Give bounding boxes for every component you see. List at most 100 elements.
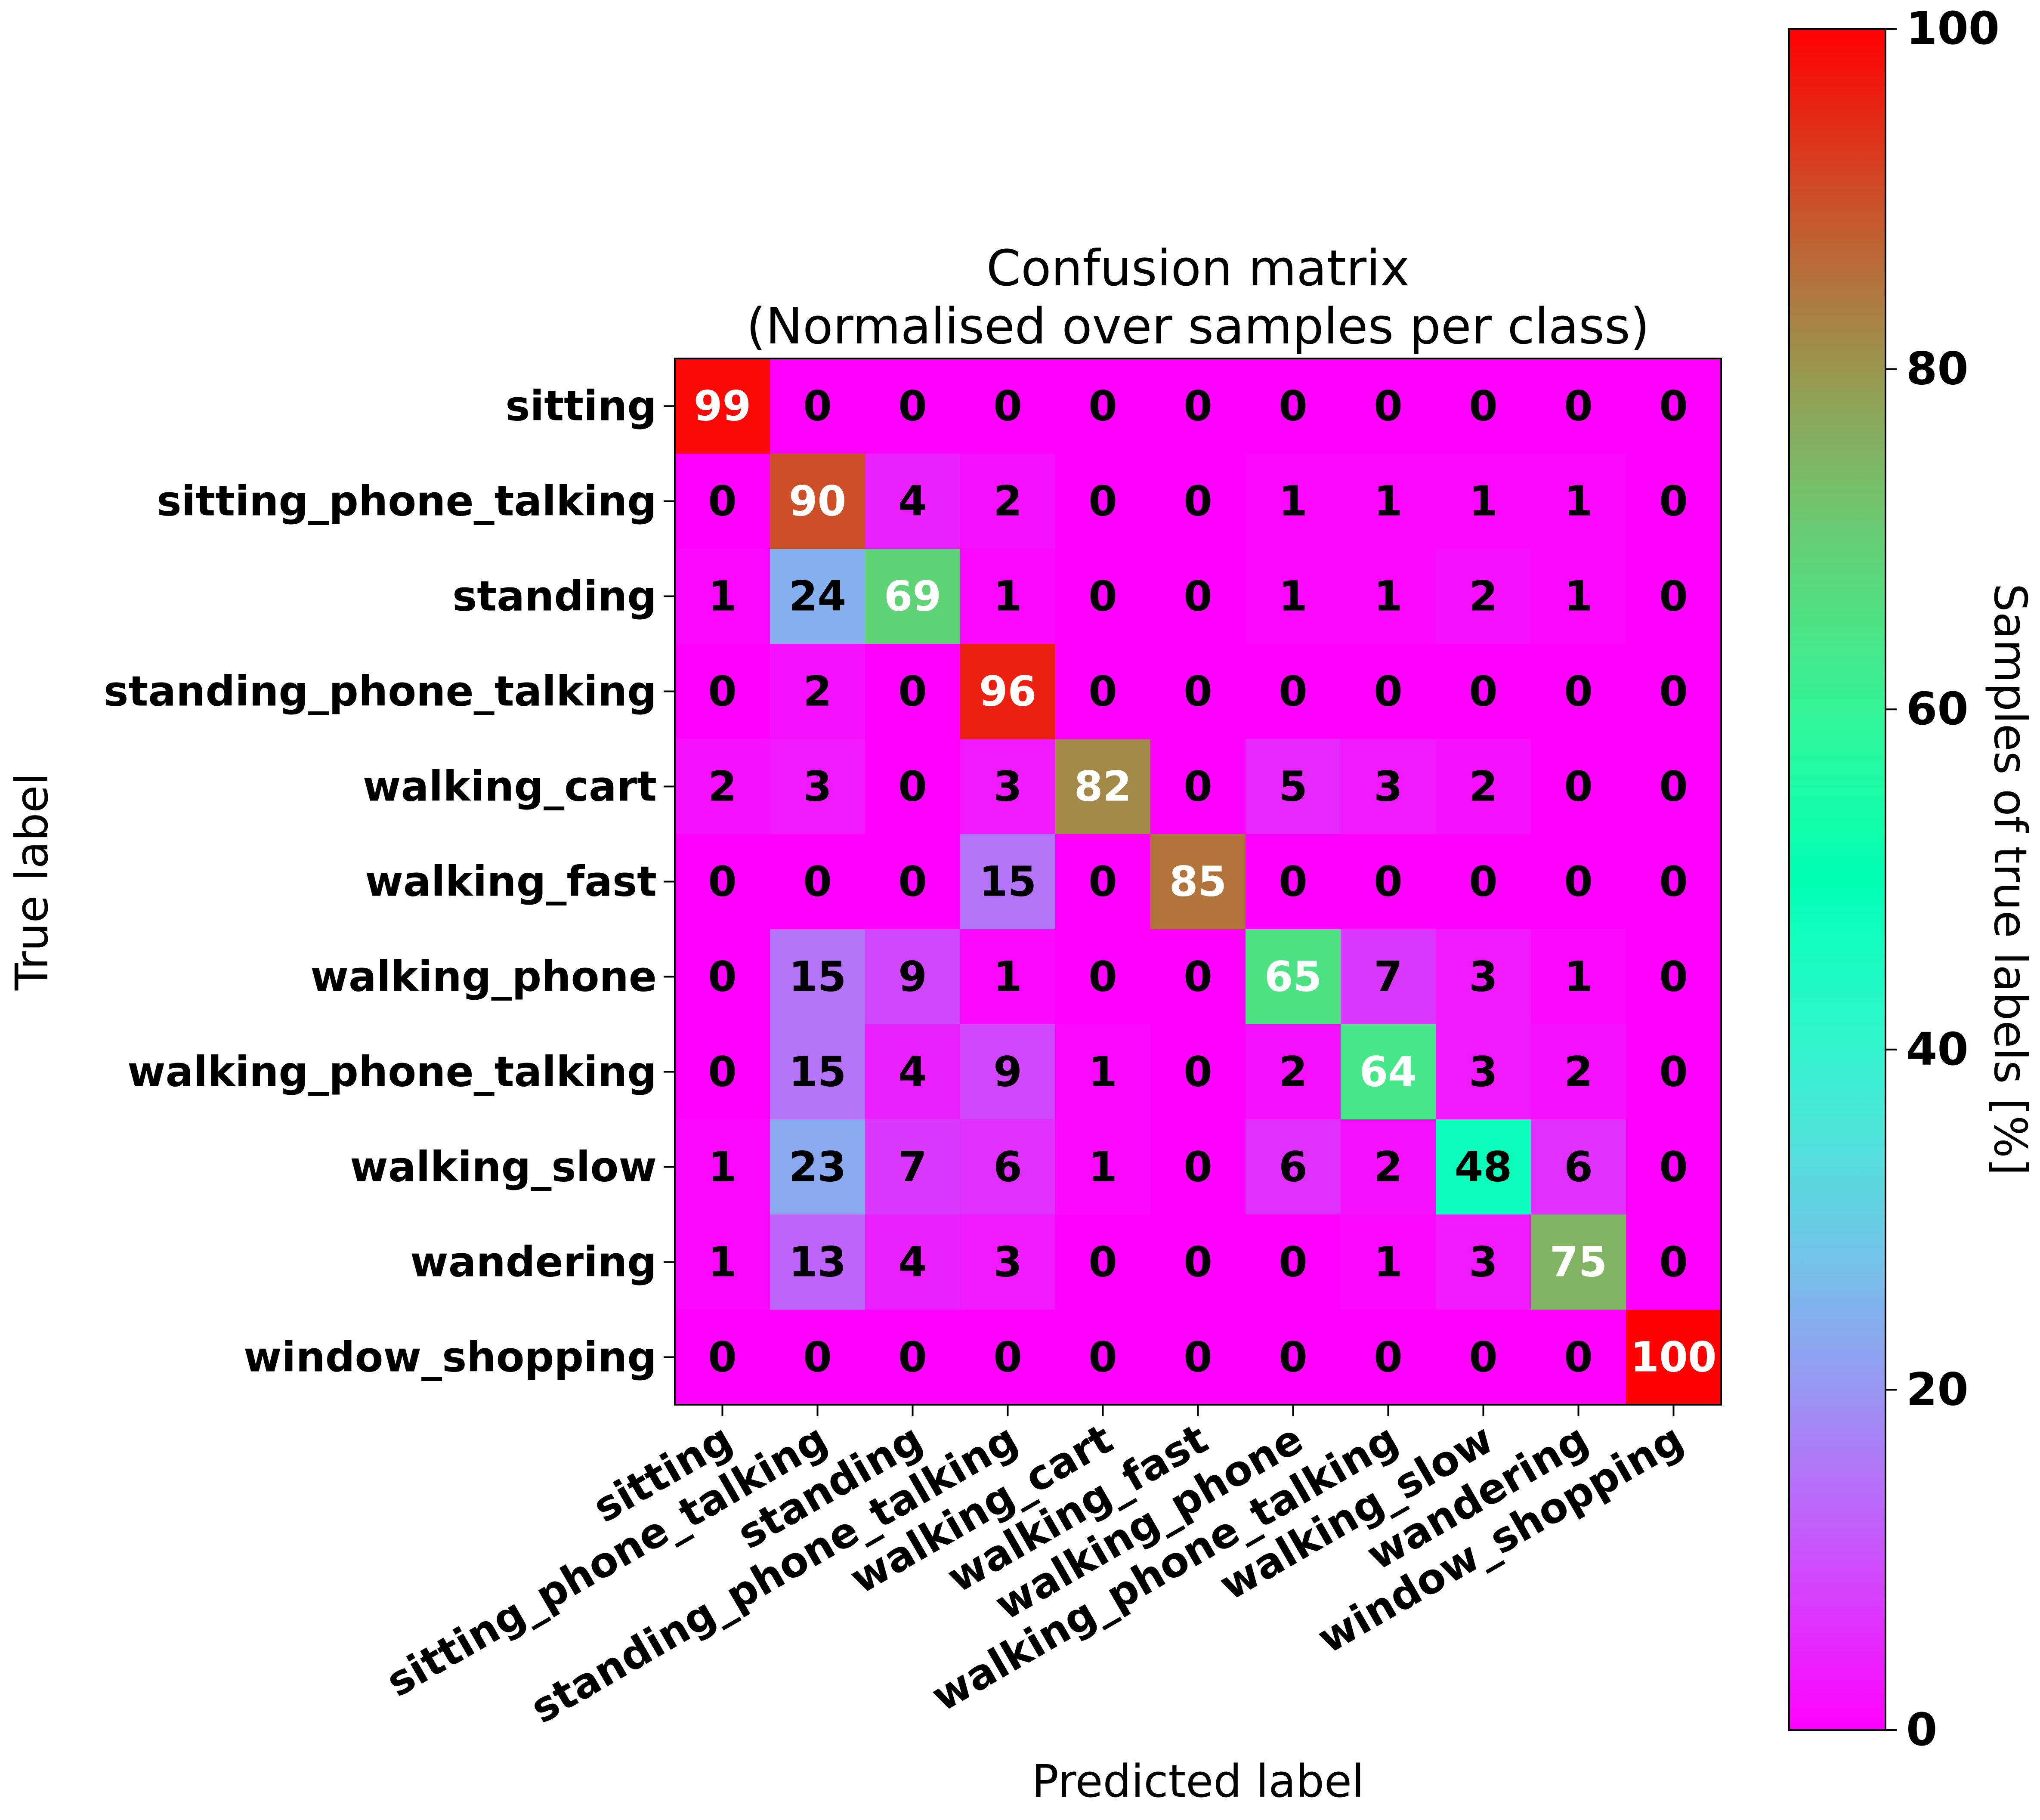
matrix-cell — [960, 834, 1056, 930]
matrix-cell — [1055, 739, 1151, 834]
matrix-cell — [1246, 1024, 1341, 1120]
cell-value-label: 0 — [803, 858, 832, 906]
y-axis-label: True label — [6, 773, 58, 991]
cell-value-label: 0 — [708, 667, 737, 716]
cell-value-label: 1 — [1564, 953, 1593, 1001]
colorbar-tick-label: 80 — [1906, 343, 1969, 395]
cell-value-label: 1 — [1279, 572, 1307, 621]
cell-value-label: 1 — [993, 572, 1022, 621]
y-tick-label: walking_slow — [350, 1143, 657, 1191]
matrix-cell — [1246, 454, 1341, 549]
matrix-cell — [1055, 454, 1151, 549]
cell-value-label: 0 — [708, 858, 737, 906]
cell-value-label: 0 — [1184, 1143, 1212, 1191]
matrix-cell — [865, 834, 961, 930]
cell-value-label: 6 — [1564, 1143, 1593, 1191]
matrix-cell — [770, 929, 865, 1025]
cell-value-label: 1 — [1374, 572, 1403, 621]
matrix-cell — [960, 929, 1056, 1025]
cell-value-label: 2 — [803, 667, 832, 716]
cell-value-label: 3 — [1374, 763, 1403, 811]
cell-value-label: 0 — [1184, 667, 1212, 716]
cell-value-label: 0 — [1088, 477, 1117, 525]
matrix-cell — [865, 929, 961, 1025]
matrix-cell — [1341, 1024, 1436, 1120]
y-tick-label: walking_phone — [310, 953, 657, 1001]
cell-value-label: 2 — [993, 477, 1022, 525]
cell-value-label: 1 — [1564, 477, 1593, 525]
matrix-cell — [1150, 1310, 1246, 1405]
x-axis-label: Predicted label — [1032, 1755, 1364, 1808]
matrix-cell — [1341, 454, 1436, 549]
cell-value-label: 3 — [1469, 1048, 1498, 1096]
cell-value-label: 4 — [898, 477, 927, 525]
cell-value-label: 0 — [1184, 1333, 1212, 1381]
cell-value-label: 1 — [1279, 477, 1307, 525]
matrix-cell — [865, 549, 961, 644]
matrix-cell — [1150, 454, 1246, 549]
y-tick-label: walking_fast — [365, 858, 657, 906]
matrix-cell — [1436, 834, 1531, 930]
matrix-cell — [1246, 549, 1341, 644]
matrix-cell — [1246, 739, 1341, 834]
matrix-cell — [1341, 358, 1436, 454]
matrix-cell — [1626, 454, 1722, 549]
cell-value-label: 64 — [1360, 1048, 1417, 1096]
cell-value-label: 2 — [1469, 763, 1498, 811]
matrix-cell — [1055, 1214, 1151, 1310]
matrix-cell — [1626, 1310, 1722, 1405]
cell-value-label: 0 — [1564, 382, 1593, 430]
y-tick-label: sitting_phone_talking — [157, 477, 657, 525]
matrix-cell — [1531, 1310, 1626, 1405]
matrix-cell — [675, 929, 770, 1025]
matrix-cell — [1246, 358, 1341, 454]
matrix-cell — [1531, 358, 1626, 454]
matrix-cell — [960, 1310, 1056, 1405]
matrix-cell — [675, 358, 770, 454]
matrix-cell — [1531, 454, 1626, 549]
cell-value-label: 48 — [1455, 1143, 1512, 1191]
cell-value-label: 0 — [1184, 477, 1212, 525]
cell-value-label: 2 — [1374, 1143, 1403, 1191]
cell-value-label: 0 — [1564, 858, 1593, 906]
matrix-cell — [1626, 358, 1722, 454]
cell-value-label: 0 — [1184, 572, 1212, 621]
cell-value-label: 0 — [1564, 1333, 1593, 1381]
cell-value-label: 1 — [1088, 1143, 1117, 1191]
cell-value-label: 1 — [1374, 477, 1403, 525]
matrix-cell — [1055, 1119, 1151, 1215]
cell-value-label: 0 — [1088, 1238, 1117, 1286]
matrix-cell — [770, 358, 865, 454]
cell-value-label: 1 — [1469, 477, 1498, 525]
y-tick-label: wandering — [410, 1238, 657, 1286]
matrix-cell — [675, 454, 770, 549]
cell-value-label: 1 — [1374, 1238, 1403, 1286]
matrix-cell — [675, 549, 770, 644]
matrix-cell — [1626, 549, 1722, 644]
y-tick-label: walking_phone_talking — [127, 1048, 657, 1096]
matrix-cell — [1531, 739, 1626, 834]
matrix-cell — [1246, 1310, 1341, 1405]
matrix-cell — [1341, 549, 1436, 644]
cell-value-label: 3 — [993, 1238, 1022, 1286]
matrix-cell — [1341, 1119, 1436, 1215]
cell-value-label: 0 — [803, 382, 832, 430]
matrix-cell — [1531, 834, 1626, 930]
matrix-cell — [1246, 644, 1341, 739]
cell-value-label: 7 — [898, 1143, 927, 1191]
matrix-cell — [675, 644, 770, 739]
cell-value-label: 0 — [898, 1333, 927, 1381]
cell-value-label: 0 — [1564, 667, 1593, 716]
cell-value-label: 0 — [1564, 763, 1593, 811]
cell-value-label: 24 — [789, 572, 847, 621]
matrix-cell — [1150, 1119, 1246, 1215]
matrix-cell — [1626, 1119, 1722, 1215]
cell-value-label: 6 — [993, 1143, 1022, 1191]
cell-value-label: 1 — [1088, 1048, 1117, 1096]
colorbar — [1788, 28, 1886, 1731]
matrix-cell — [1341, 929, 1436, 1025]
cell-value-label: 4 — [898, 1048, 927, 1096]
matrix-cell — [675, 1119, 770, 1215]
